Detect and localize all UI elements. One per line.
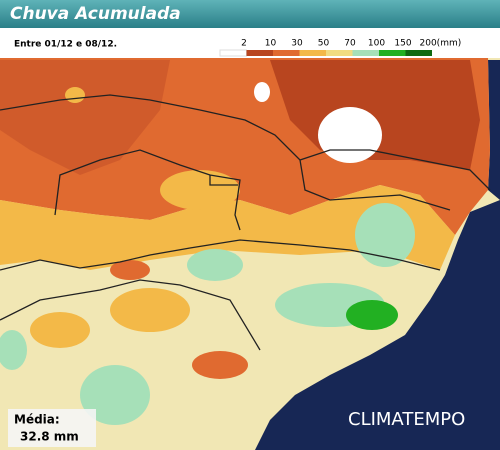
legend-swatch <box>299 50 326 56</box>
legend-swatch <box>246 50 273 56</box>
legend-swatch <box>219 49 247 57</box>
legend-swatch <box>326 50 353 56</box>
average-box <box>8 409 96 447</box>
legend-swatch <box>405 50 432 56</box>
legend-swatch <box>273 50 300 56</box>
brand-logo: CLIMATEMPO <box>348 409 465 430</box>
legend-label: 30 <box>291 39 303 49</box>
title: Chuva Acumulada <box>10 4 181 24</box>
legend-swatch <box>379 50 406 56</box>
average-value: 32.8 mm <box>20 430 79 444</box>
legend-label: 50 <box>318 39 330 49</box>
legend-label: 70 <box>344 39 356 49</box>
subtitle: Entre 01/12 e 08/12. <box>14 40 117 50</box>
average-label: Média: <box>14 413 60 427</box>
legend-label: 10 <box>265 39 277 49</box>
legend-label: 150 <box>394 39 411 49</box>
legend-swatch <box>352 50 379 56</box>
legend-label: 100 <box>368 39 385 49</box>
legend: 2 10 30 50 70 100 150 200(mm) <box>219 39 462 57</box>
map <box>0 58 500 450</box>
legend-label: 200(mm) <box>420 39 462 49</box>
title-bar <box>0 0 500 28</box>
legend-label: 2 <box>241 39 247 49</box>
